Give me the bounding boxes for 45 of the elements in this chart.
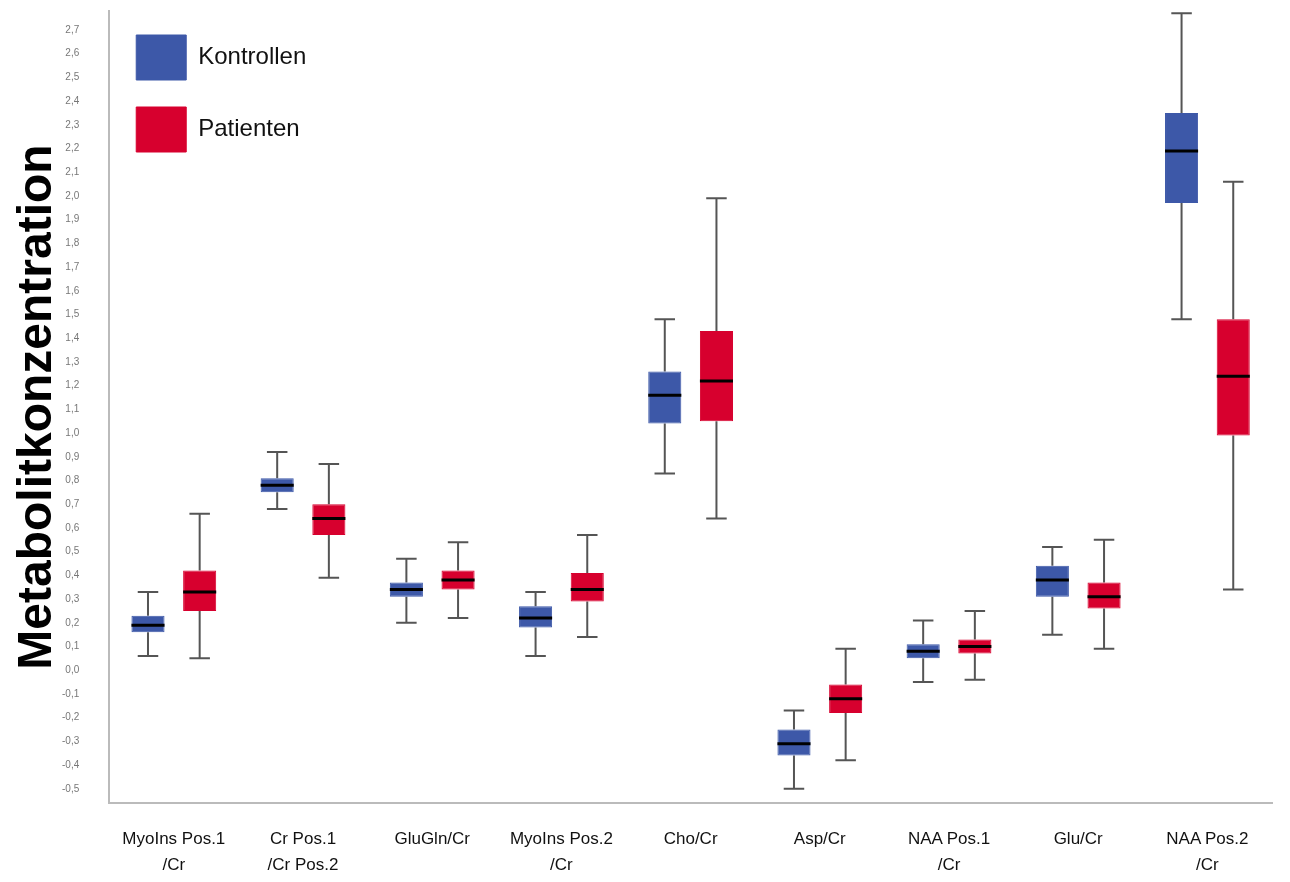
y-tick-label: -0,5 bbox=[62, 782, 80, 794]
y-tick-label: 2,4 bbox=[65, 94, 80, 106]
y-tick-label: 0,6 bbox=[65, 521, 80, 533]
y-tick-label: 1,2 bbox=[65, 379, 80, 391]
y-tick-label: 1,3 bbox=[65, 355, 80, 367]
x-tick-label: NAA Pos.1 /Cr bbox=[907, 829, 991, 874]
x-tick-label: Cr Pos.1 /Cr Pos.2 bbox=[267, 829, 339, 874]
y-tick-label: 0,3 bbox=[65, 592, 80, 604]
y-axis-title: Metabolitkonzentration bbox=[8, 144, 62, 670]
x-tick-label: MyoIns Pos.1 /Cr bbox=[122, 829, 226, 874]
y-tick-label: -0,4 bbox=[62, 758, 80, 770]
x-tick-label: Cho/Cr bbox=[663, 829, 718, 849]
y-tick-label: 0,5 bbox=[65, 545, 80, 557]
y-tick-label: 0,7 bbox=[65, 497, 80, 509]
y-tick-label: 2,0 bbox=[65, 189, 80, 201]
x-tick-label: NAA Pos.2 /Cr bbox=[1166, 829, 1249, 874]
y-tick-label: 0,9 bbox=[65, 450, 80, 462]
y-tick-label: 1,0 bbox=[65, 426, 80, 438]
y-tick-label: 0,4 bbox=[65, 569, 80, 581]
legend-label: Kontrollen bbox=[198, 42, 307, 70]
x-tick-label: GluGln/Cr bbox=[394, 829, 471, 849]
y-tick-label: 2,7 bbox=[65, 23, 80, 35]
legend-label: Patienten bbox=[198, 114, 300, 142]
y-tick-label: 0,0 bbox=[65, 663, 80, 675]
y-tick-label: 2,1 bbox=[65, 166, 80, 177]
y-tick-label: 2,5 bbox=[65, 71, 80, 83]
y-tick-label: 0,2 bbox=[65, 616, 80, 628]
y-tick-label: 1,5 bbox=[65, 308, 80, 320]
y-tick-label: 1,1 bbox=[65, 403, 80, 415]
y-tick-label: 1,4 bbox=[65, 331, 80, 343]
y-tick-label: 0,1 bbox=[65, 640, 80, 652]
y-tick-label: -0,2 bbox=[62, 711, 80, 723]
y-tick-label: -0,1 bbox=[62, 687, 80, 699]
y-tick-label: 1,7 bbox=[65, 260, 80, 272]
y-tick-label: 2,3 bbox=[65, 118, 80, 130]
x-tick-label: Asp/Cr bbox=[793, 829, 847, 849]
y-tick-label: 2,2 bbox=[65, 142, 80, 154]
x-tick-label: MyoIns Pos.2 /Cr bbox=[509, 829, 613, 874]
x-tick-label: Glu/Cr bbox=[1053, 829, 1104, 849]
y-tick-label: 2,6 bbox=[65, 47, 80, 59]
y-tick-label: -0,3 bbox=[62, 735, 80, 747]
y-tick-label: 0,8 bbox=[65, 474, 80, 486]
y-tick-label: 1,8 bbox=[65, 237, 80, 249]
y-tick-label: 1,6 bbox=[65, 284, 80, 296]
y-tick-label: 1,9 bbox=[65, 213, 80, 225]
